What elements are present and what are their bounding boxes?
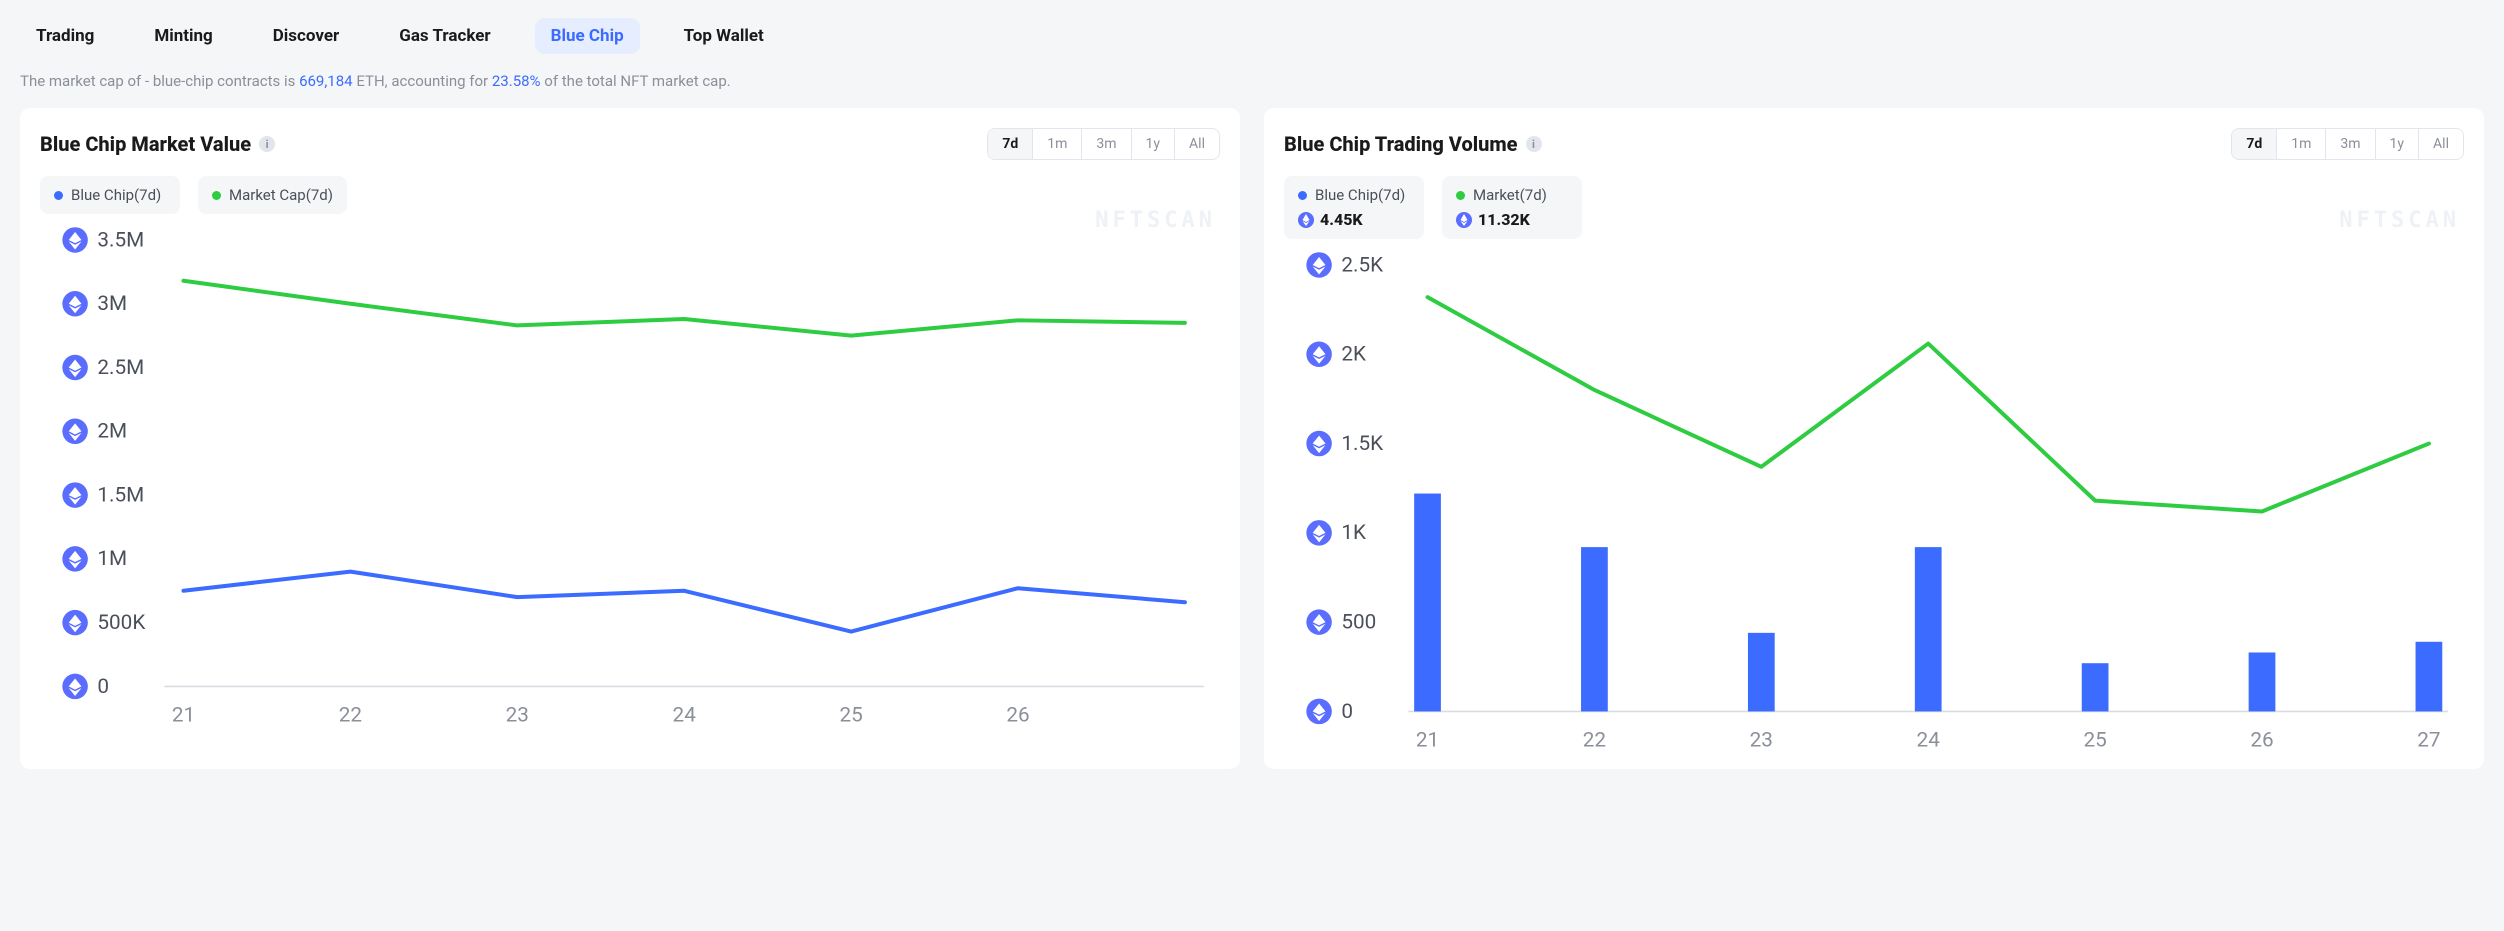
svg-text:23: 23 — [1750, 729, 1773, 753]
tab-top-wallet[interactable]: Top Wallet — [668, 18, 780, 54]
legend-label: Blue Chip(7d) — [71, 186, 161, 204]
trading-volume-range: 7d1m3m1yAll — [2231, 128, 2464, 160]
svg-text:1K: 1K — [1341, 521, 1366, 545]
svg-text:1.5M: 1.5M — [97, 483, 144, 507]
tab-gas-tracker[interactable]: Gas Tracker — [383, 18, 506, 54]
svg-text:500K: 500K — [97, 611, 145, 635]
svg-text:25: 25 — [839, 704, 862, 728]
subtitle-prefix: The market cap of - blue-chip contracts … — [20, 72, 299, 90]
market-value-title-wrap: Blue Chip Market Value i — [40, 132, 275, 156]
range-7d[interactable]: 7d — [988, 129, 1032, 159]
market-value-chart: 0 500K 1M 1.5M 2M 2.5M 3M 3.5M 21 22 23 24 25 26 — [40, 224, 1220, 734]
trading-volume-chart-wrap: 0 500 1K 1.5K 2K 2.5K 21 22 23 24 25 26 27 — [1284, 249, 2464, 759]
legend-item[interactable]: Blue Chip(7d) — [40, 176, 180, 214]
legend-dot — [212, 191, 221, 200]
svg-text:24: 24 — [673, 704, 697, 728]
range-1m[interactable]: 1m — [1032, 129, 1081, 159]
subtitle: The market cap of - blue-chip contracts … — [20, 72, 2484, 108]
legend-label: Market Cap(7d) — [229, 186, 333, 204]
range-3m[interactable]: 3m — [1081, 129, 1130, 159]
svg-text:3M: 3M — [97, 292, 127, 316]
info-icon[interactable]: i — [259, 136, 275, 152]
trading-volume-title-wrap: Blue Chip Trading Volume i — [1284, 132, 1542, 156]
range-all[interactable]: All — [1174, 129, 1219, 159]
svg-text:26: 26 — [1006, 704, 1029, 728]
svg-text:21: 21 — [1416, 729, 1439, 753]
legend-item[interactable]: Blue Chip(7d) 4.45K — [1284, 176, 1424, 239]
svg-text:500: 500 — [1341, 611, 1376, 635]
info-icon[interactable]: i — [1526, 136, 1542, 152]
market-value-title: Blue Chip Market Value — [40, 132, 251, 156]
range-3m[interactable]: 3m — [2325, 129, 2374, 159]
legend-item[interactable]: Market Cap(7d) — [198, 176, 347, 214]
svg-text:2M: 2M — [97, 420, 127, 444]
svg-text:24: 24 — [1917, 729, 1941, 753]
svg-text:2.5M: 2.5M — [97, 356, 144, 380]
range-all[interactable]: All — [2418, 129, 2463, 159]
nav-tabs: Trading Minting Discover Gas Tracker Blue Ch… — [20, 10, 2484, 72]
eth-icon — [1456, 212, 1472, 228]
market-value-card: NFTSCAN Blue Chip Market Value i 7d1m3m1… — [20, 108, 1240, 769]
svg-text:27: 27 — [2417, 729, 2440, 753]
svg-text:1.5K: 1.5K — [1341, 432, 1383, 456]
tab-discover[interactable]: Discover — [257, 18, 356, 54]
market-value-legend: Blue Chip(7d) Market Cap(7d) — [40, 176, 1220, 214]
svg-text:23: 23 — [506, 704, 529, 728]
subtitle-suffix: of the total NFT market cap. — [544, 72, 730, 90]
trading-volume-chart: 0 500 1K 1.5K 2K 2.5K 21 22 23 24 25 26 27 — [1284, 249, 2464, 759]
svg-text:3.5M: 3.5M — [97, 228, 144, 252]
subtitle-mid: ETH, accounting for — [356, 72, 492, 90]
svg-text:22: 22 — [1583, 729, 1606, 753]
svg-text:25: 25 — [2083, 729, 2106, 753]
svg-text:0: 0 — [97, 675, 109, 699]
range-7d[interactable]: 7d — [2232, 129, 2276, 159]
subtitle-eth-value: 669,184 — [299, 72, 353, 90]
legend-dot — [54, 191, 63, 200]
market-value-chart-wrap: 0 500K 1M 1.5M 2M 2.5M 3M 3.5M 21 22 23 24 25 26 — [40, 224, 1220, 734]
svg-text:22: 22 — [339, 704, 362, 728]
range-1y[interactable]: 1y — [1131, 129, 1175, 159]
tab-minting[interactable]: Minting — [138, 18, 228, 54]
legend-value: 4.45K — [1320, 210, 1363, 229]
legend-value: 11.32K — [1478, 210, 1530, 229]
watermark: NFTSCAN — [2339, 208, 2460, 233]
tab-blue-chip[interactable]: Blue Chip — [535, 18, 640, 54]
trading-volume-legend: Blue Chip(7d) 4.45K Market(7d) 11.32K — [1284, 176, 2464, 239]
svg-text:21: 21 — [172, 704, 195, 728]
range-1m[interactable]: 1m — [2276, 129, 2325, 159]
eth-icon — [1298, 212, 1314, 228]
trading-volume-card: NFTSCAN Blue Chip Trading Volume i 7d1m3… — [1264, 108, 2484, 769]
svg-text:1M: 1M — [97, 547, 127, 571]
trading-volume-title: Blue Chip Trading Volume — [1284, 132, 1518, 156]
market-value-range: 7d1m3m1yAll — [987, 128, 1220, 160]
range-1y[interactable]: 1y — [2375, 129, 2419, 159]
svg-text:26: 26 — [2250, 729, 2273, 753]
legend-label: Market(7d) — [1473, 186, 1547, 204]
legend-dot — [1456, 191, 1465, 200]
svg-text:2.5K: 2.5K — [1341, 253, 1383, 277]
legend-label: Blue Chip(7d) — [1315, 186, 1405, 204]
legend-item[interactable]: Market(7d) 11.32K — [1442, 176, 1582, 239]
subtitle-pct: 23.58% — [492, 72, 541, 90]
svg-text:0: 0 — [1341, 700, 1353, 724]
legend-dot — [1298, 191, 1307, 200]
svg-text:2K: 2K — [1341, 343, 1366, 367]
tab-trading[interactable]: Trading — [20, 18, 110, 54]
